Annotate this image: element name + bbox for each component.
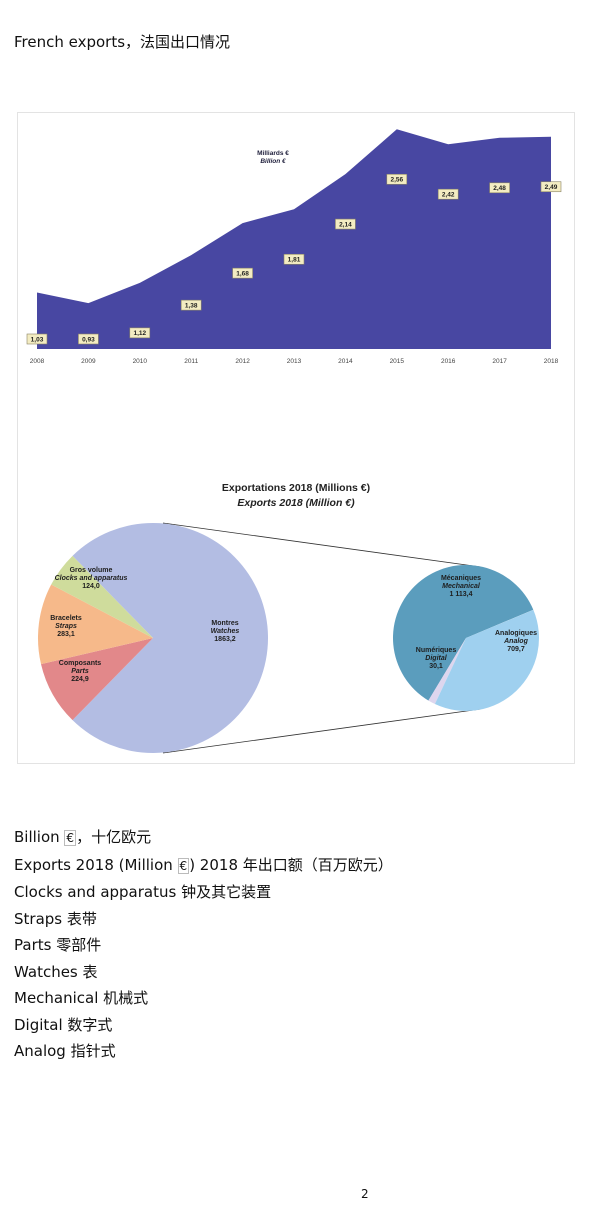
data-label-box	[437, 188, 459, 200]
breakdown-label-fr: Numériques	[416, 647, 457, 654]
data-label: 1,38	[185, 302, 198, 309]
breakdown-value: 709,7	[507, 646, 525, 653]
figure-box: Milliards € Billion € 1,03 0,93 1,12 1,38 1,…	[17, 112, 575, 764]
data-label: 2,42	[442, 192, 455, 199]
slice-value: 1863,2	[214, 636, 236, 643]
glossary-item: Watches 表	[14, 962, 98, 981]
data-label: 1,81	[288, 257, 301, 264]
glossary-term: Billion	[14, 828, 65, 846]
x-tick-label: 2018	[544, 358, 559, 365]
page-heading: French exports，法国出口情况	[14, 33, 231, 51]
data-label-box	[489, 182, 510, 194]
data-label: 1,03	[31, 336, 44, 343]
x-tick-label: 2014	[338, 358, 353, 365]
glossary: Billion € ，十亿欧元 Exports 2018 (Million €) …	[14, 824, 393, 1065]
x-tick-label: 2017	[492, 358, 507, 365]
data-label-box	[335, 218, 356, 230]
data-label-box	[180, 299, 202, 311]
connector-line	[162, 708, 482, 754]
breakdown-label-fr: Mécaniques	[441, 575, 481, 582]
slice-label-en: Watches	[211, 628, 240, 635]
x-tick-label: 2011	[184, 358, 198, 365]
data-label: 2,48	[493, 185, 506, 192]
slice-label-fr: Montres	[211, 620, 238, 627]
pie-slice	[41, 638, 153, 721]
pie-title-en: Exports 2018 (Million €)	[237, 497, 355, 509]
glossary-translation: ，十亿欧元	[76, 828, 152, 846]
glossary-item: Analog 指针式	[14, 1042, 116, 1060]
export-charts: Milliards € Billion € 1,03 0,93 1,12 1,38 1,…	[26, 129, 562, 754]
slice-label-en: Clocks and apparatus	[55, 575, 128, 582]
x-tick-label: 2013	[287, 358, 302, 365]
breakdown-label-en: Analog	[503, 638, 528, 645]
data-label-box	[78, 333, 99, 345]
data-label-box	[26, 333, 48, 345]
area-series-fill	[37, 129, 551, 349]
data-label-box	[540, 181, 562, 193]
data-label: 0,93	[82, 336, 95, 343]
breakdown-value: 1 113,4	[450, 591, 473, 598]
glossary-item: Clocks and apparatus 钟及其它装置	[14, 883, 272, 901]
x-tick-label: 2009	[81, 358, 96, 365]
breakdown-slice	[428, 638, 466, 705]
slice-value: 283,1	[57, 631, 75, 638]
glossary-item: Digital 数字式	[14, 1015, 113, 1034]
glossary-term: Exports 2018 (Million	[14, 855, 178, 874]
glossary-item: Parts 零部件	[14, 936, 102, 954]
pie-chart: Exportations 2018 (Millions €) Exports 2…	[37, 482, 539, 754]
area-chart: Milliards € Billion € 1,03 0,93 1,12 1,38 1,…	[26, 129, 562, 365]
data-label-box	[129, 327, 151, 339]
glossary-item: Straps 表带	[14, 909, 97, 928]
glossary-item: Billion € ，十亿欧元	[14, 824, 393, 852]
euro-symbol: €	[64, 830, 77, 846]
area-unit-label-en: Billion €	[260, 158, 286, 165]
data-label: 1,12	[133, 330, 146, 337]
data-label-box	[283, 253, 305, 265]
pie-slice	[51, 555, 153, 638]
breakdown-slice	[434, 609, 539, 711]
breakdown-slice	[392, 564, 534, 701]
slice-label-fr: Bracelets	[50, 615, 82, 622]
connector-line	[162, 522, 482, 568]
euro-symbol: €	[177, 857, 190, 874]
glossary-item: Mechanical 机械式	[14, 989, 149, 1007]
x-tick-label: 2012	[235, 358, 250, 365]
data-label: 2,49	[545, 184, 558, 191]
data-label: 1,68	[236, 270, 249, 277]
pie-slice	[72, 523, 269, 753]
breakdown-label-en: Mechanical	[442, 583, 481, 590]
x-tick-label: 2015	[390, 358, 405, 365]
pie-title-fr: Exportations 2018 (Millions €)	[222, 482, 370, 494]
slice-value: 124,0	[82, 583, 100, 590]
data-label-box	[232, 267, 253, 279]
data-label: 2,14	[339, 221, 352, 228]
x-tick-label: 2010	[133, 358, 148, 365]
slice-value: 224,9	[71, 676, 89, 683]
breakdown-value: 30,1	[429, 663, 443, 670]
slice-label-en: Straps	[55, 623, 77, 630]
data-label-box	[386, 173, 408, 185]
page-number: 2	[361, 1187, 369, 1201]
slice-label-fr: Gros volume	[70, 567, 113, 574]
breakdown-label-fr: Analogiques	[495, 630, 537, 637]
slice-label-en: Parts	[71, 668, 89, 675]
data-label: 2,56	[390, 177, 403, 184]
breakdown-label-en: Digital	[425, 655, 447, 662]
area-unit-label-fr: Milliards €	[257, 150, 289, 157]
x-tick-label: 2008	[30, 358, 45, 365]
slice-label-fr: Composants	[59, 660, 102, 667]
pie-slice	[37, 584, 154, 665]
glossary-item: Exports 2018 (Million €) 2018 年出口额（百万欧元）	[14, 852, 393, 880]
glossary-translation: ) 2018 年出口额（百万欧元）	[189, 855, 393, 874]
x-tick-label: 2016	[441, 358, 456, 365]
